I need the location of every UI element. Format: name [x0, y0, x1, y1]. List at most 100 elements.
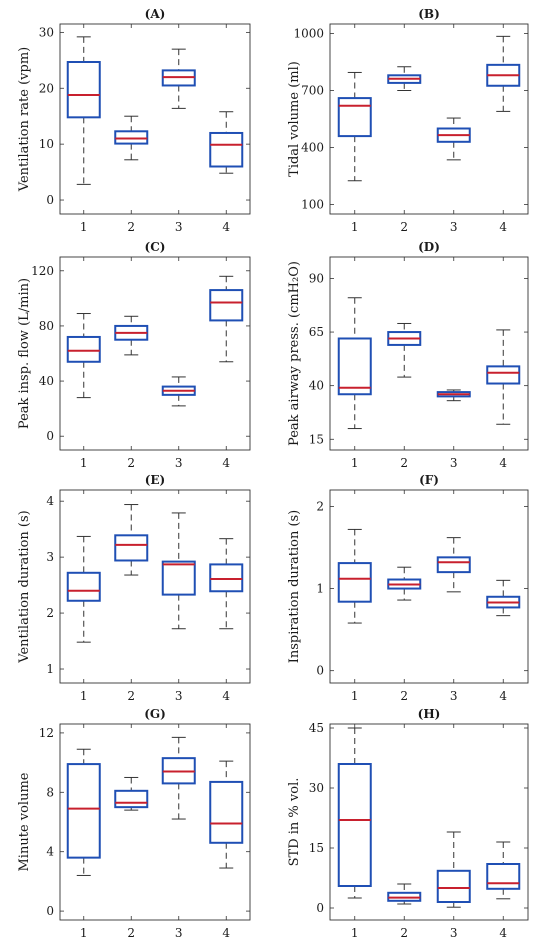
- box-1: [337, 71, 372, 182]
- x-tick-label: 2: [127, 456, 135, 470]
- y-tick-label: 100: [301, 198, 324, 212]
- y-axis-label: STD in % vol.: [287, 778, 302, 867]
- panel-title: (A): [145, 7, 166, 21]
- x-tick-label: 2: [400, 689, 408, 703]
- box-3: [436, 117, 471, 161]
- box-2: [387, 566, 422, 601]
- x-tick-label: 4: [222, 220, 230, 234]
- box-2: [114, 115, 149, 161]
- x-tick-label: 4: [499, 220, 507, 234]
- box-3: [436, 389, 471, 402]
- x-tick-label: 4: [222, 926, 230, 940]
- box-1: [337, 727, 372, 899]
- y-axis-label: Minute volume: [17, 772, 32, 871]
- x-tick-label: 2: [400, 926, 408, 940]
- y-tick-label: 400: [301, 141, 324, 155]
- y-tick-label: 45: [309, 721, 324, 735]
- y-tick-label: 0: [316, 664, 324, 678]
- iqr-box: [337, 337, 372, 396]
- y-axis-label: Ventilation rate (vpm): [17, 47, 32, 192]
- box-3: [436, 537, 471, 593]
- iqr-box: [337, 763, 372, 887]
- iqr-box: [486, 863, 521, 890]
- x-tick-label: 1: [80, 220, 88, 234]
- y-tick-label: 4: [46, 494, 54, 508]
- y-tick-label: 12: [39, 726, 54, 740]
- x-tick-label: 2: [400, 220, 408, 234]
- box-4: [486, 35, 521, 112]
- x-tick-label: 2: [127, 689, 135, 703]
- iqr-box: [337, 97, 372, 138]
- y-tick-label: 1000: [293, 27, 324, 41]
- x-tick-label: 3: [450, 689, 458, 703]
- y-axis-label: Inspiration duration (s): [287, 510, 302, 664]
- x-tick-label: 1: [351, 456, 359, 470]
- panel-title: (B): [418, 7, 440, 21]
- axes-frame: [329, 256, 529, 451]
- axes-frame: [59, 256, 251, 451]
- box-4: [209, 760, 244, 869]
- x-tick-label: 4: [222, 456, 230, 470]
- y-tick-label: 20: [39, 81, 54, 95]
- box-2: [114, 504, 149, 576]
- box-1: [66, 535, 101, 643]
- x-tick-label: 4: [222, 689, 230, 703]
- panel-1: (A) 0 10 20 30 1 2 3 4 Ventilation rate (vpm): [17, 7, 251, 234]
- x-tick-label: 1: [351, 220, 359, 234]
- x-tick-label: 4: [499, 689, 507, 703]
- panel-8: (H) 0 15 30 45 1 2 3 4 STD in % vol.: [287, 707, 529, 940]
- x-tick-label: 1: [351, 689, 359, 703]
- panel-title: (C): [145, 240, 166, 254]
- box-2: [387, 322, 422, 378]
- box-3: [161, 512, 196, 630]
- y-tick-label: 0: [46, 193, 54, 207]
- iqr-box: [66, 335, 101, 363]
- y-tick-label: 40: [309, 379, 324, 393]
- box-4: [209, 538, 244, 630]
- y-tick-label: 90: [309, 271, 324, 285]
- y-tick-label: 40: [39, 374, 54, 388]
- y-tick-label: 700: [301, 84, 324, 98]
- box-2: [387, 883, 422, 905]
- iqr-box: [66, 61, 101, 119]
- panel-6: (F) 0 1 2 1 2 3 4 Inspiration duration (s): [287, 473, 529, 703]
- y-tick-label: 65: [309, 325, 324, 339]
- iqr-box: [337, 562, 372, 603]
- box-1: [337, 528, 372, 624]
- axes-frame: [59, 489, 251, 684]
- iqr-box: [114, 789, 149, 809]
- iqr-box: [486, 365, 521, 385]
- x-tick-label: 3: [450, 926, 458, 940]
- iqr-box: [209, 289, 244, 322]
- iqr-box: [114, 534, 149, 562]
- y-tick-label: 1: [316, 582, 324, 596]
- panel-title: (E): [145, 473, 166, 487]
- box-4: [486, 841, 521, 900]
- x-tick-label: 3: [175, 456, 183, 470]
- box-4: [209, 111, 244, 174]
- y-axis-label: Ventilation duration (s): [17, 510, 32, 663]
- y-tick-label: 120: [31, 264, 54, 278]
- box-4: [486, 579, 521, 617]
- x-tick-label: 3: [175, 926, 183, 940]
- y-tick-label: 10: [39, 137, 54, 151]
- panel-3: (C) 0 40 80 120 1 2 3 4 Peak insp. flow (L/min): [17, 240, 251, 470]
- iqr-box: [209, 780, 244, 844]
- x-tick-label: 2: [400, 456, 408, 470]
- x-tick-label: 2: [127, 926, 135, 940]
- y-tick-label: 15: [309, 432, 324, 446]
- iqr-box: [114, 130, 149, 145]
- box-1: [66, 748, 101, 876]
- y-tick-label: 8: [46, 785, 54, 799]
- panel-title: (F): [419, 473, 439, 487]
- x-tick-label: 3: [450, 220, 458, 234]
- axes-frame: [329, 489, 529, 684]
- iqr-box: [436, 869, 471, 903]
- panel-title: (D): [418, 240, 440, 254]
- panel-title: (G): [144, 707, 166, 721]
- y-tick-label: 30: [39, 25, 54, 39]
- y-tick-label: 2: [316, 499, 324, 513]
- y-tick-label: 0: [316, 901, 324, 915]
